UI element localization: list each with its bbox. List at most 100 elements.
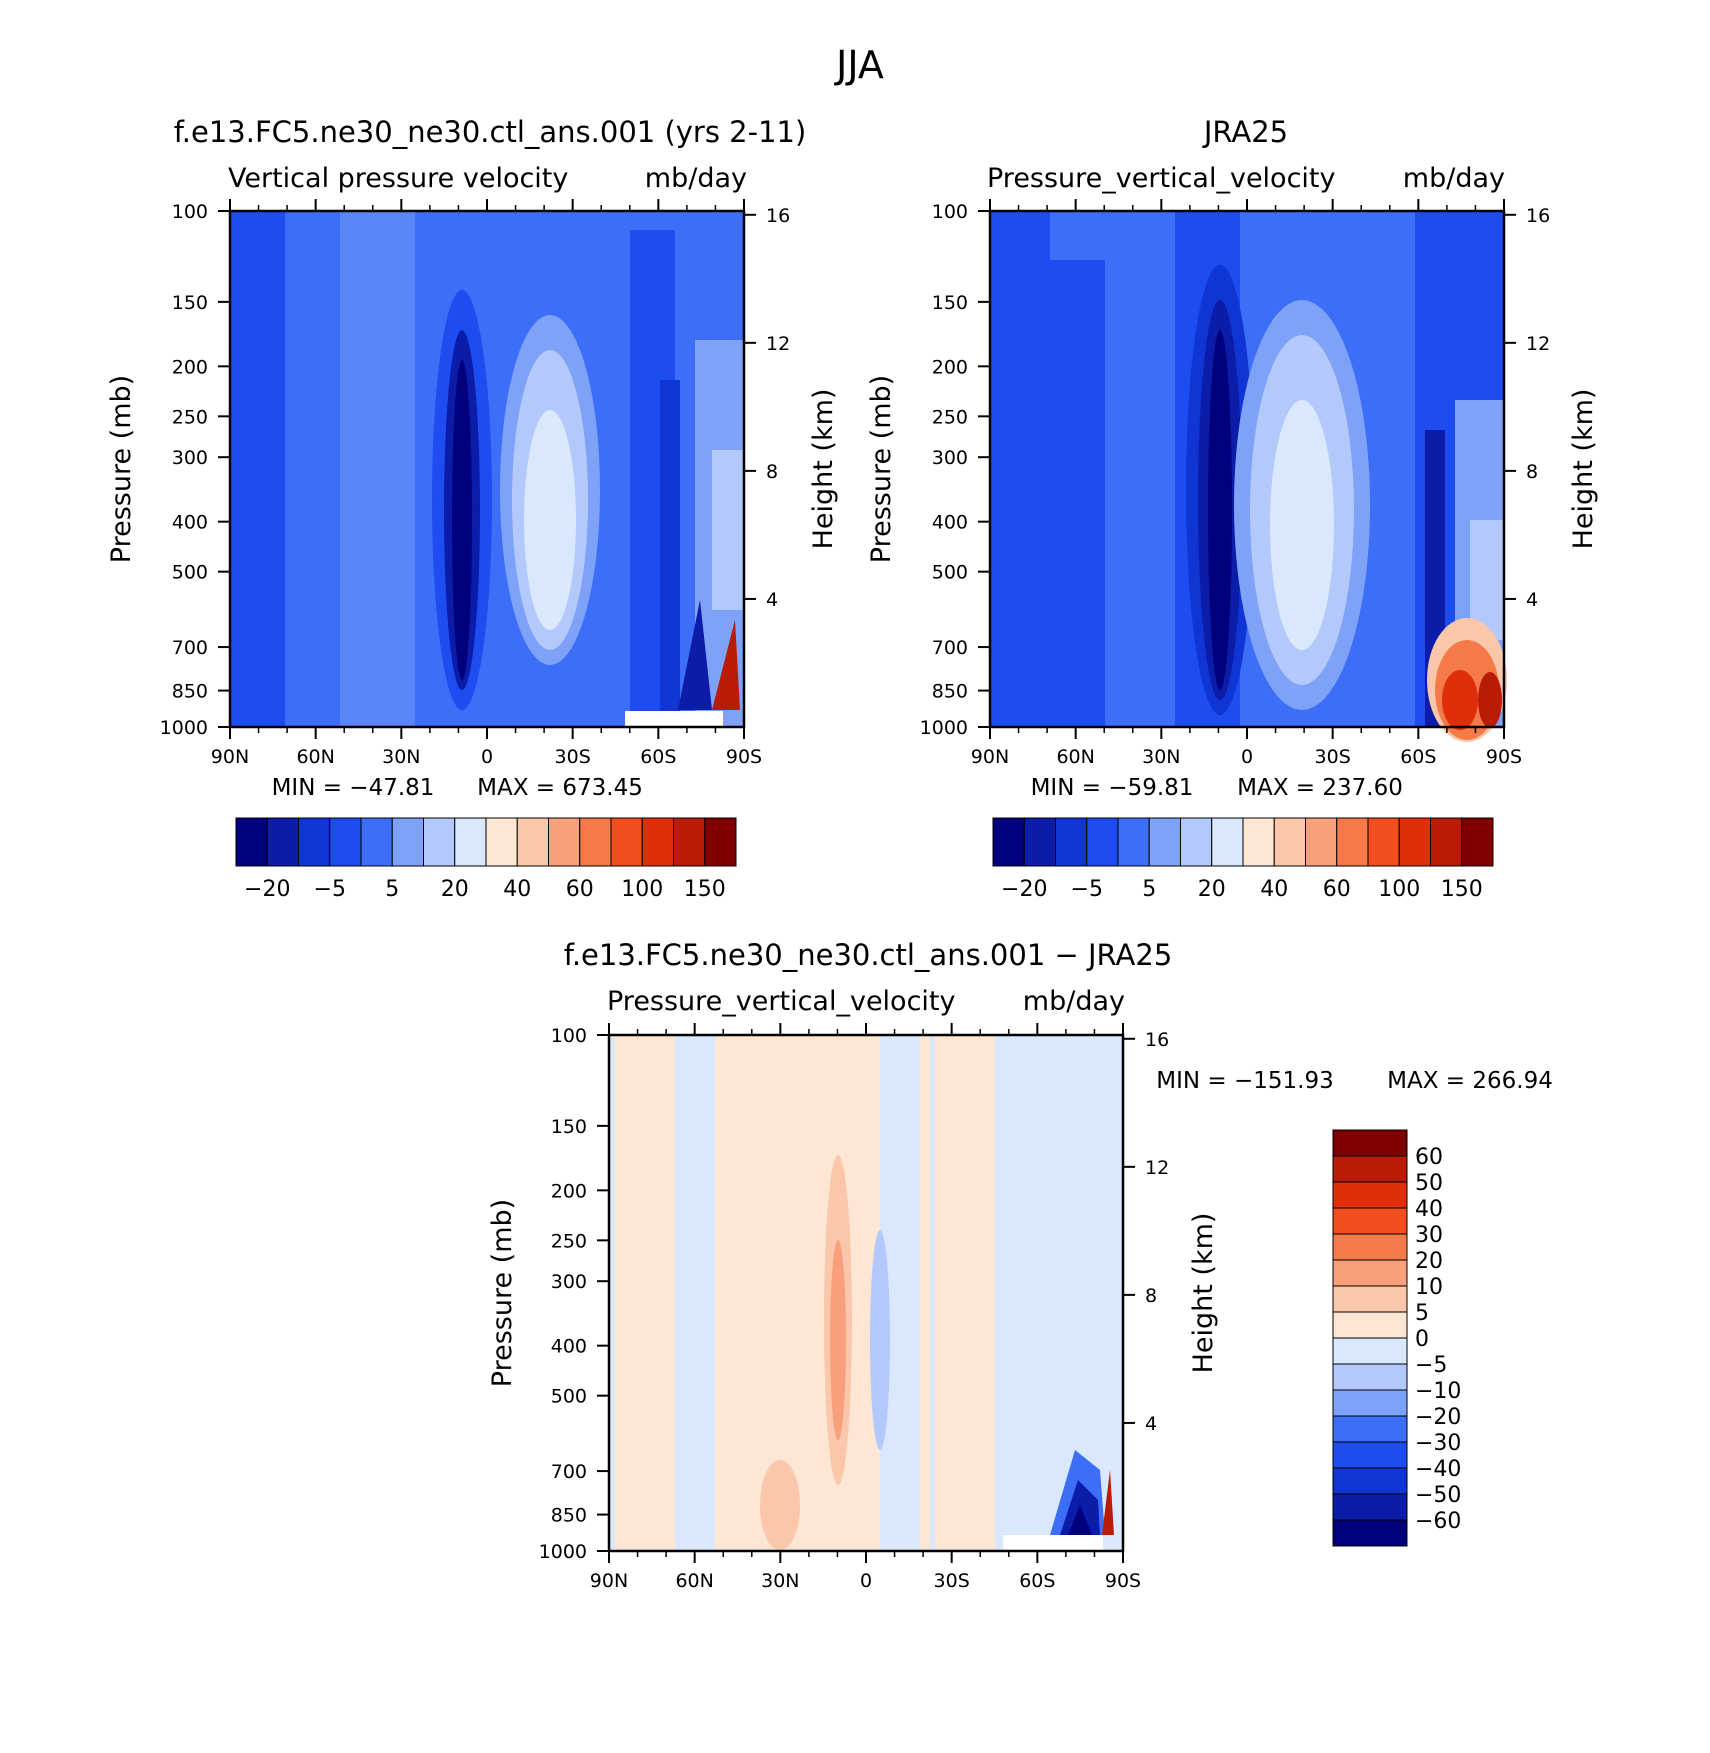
y-tick-label: 100 [172,201,208,223]
colorbar-label: 50 [1415,1171,1443,1196]
y-tick-label: 200 [551,1180,587,1202]
panel-model-axes: 90N 60N 30N 0 30S 60S 90S 100 150 200 250 300 400 500… [160,199,790,768]
colorbar-swatch [1332,1363,1408,1391]
colorbar-swatch [423,817,456,867]
panel-model-fill [230,211,285,727]
y2-tick-label: 4 [1145,1413,1157,1435]
colorbar-swatch [266,817,299,867]
x-tick-label: 60N [296,746,334,768]
colorbar-label: 150 [684,877,726,902]
panel-model-fill [678,600,712,710]
colorbar-swatch [548,817,581,867]
y-tick-label: 300 [551,1271,587,1293]
colorbar-swatch [1055,817,1088,867]
panel-model: f.e13.FC5.ne30_ne30.ctl_ans.001 (yrs 2-1… [106,115,839,902]
panel-reanalysis-y2label: Height (km) [1568,389,1599,550]
colorbar-label: 40 [1415,1197,1443,1222]
panel-model-fill [712,450,744,610]
panel-difference-fill [615,1035,675,1551]
x-tick-label: 30S [934,1570,970,1592]
colorbar-swatch [1148,817,1181,867]
colorbar-swatch [610,817,643,867]
colorbar-swatch [1086,817,1119,867]
panel-difference-variable: Pressure_vertical_velocity [607,986,956,1017]
panel-model-ylabel: Pressure (mb) [106,375,137,563]
colorbar-label: 20 [1198,877,1226,902]
panel-difference-fill [760,1460,800,1550]
panel-reanalysis-max: MAX = 237.60 [1237,775,1403,801]
y-tick-label: 700 [172,637,208,659]
colorbar-label: −5 [1071,877,1103,902]
colorbar-swatch [1332,1441,1408,1469]
x-tick-label: 0 [860,1570,872,1592]
figure-title: JJA [834,43,884,87]
colorbar-swatch [1023,817,1056,867]
y-tick-label: 1000 [160,717,208,739]
panel-reanalysis-colorbar: −20 −5 5 20 40 60 100 150 [992,817,1494,902]
colorbar-swatch [485,817,518,867]
panel-reanalysis-fill [1442,670,1478,730]
colorbar-label: 150 [1441,877,1483,902]
x-tick-label: 60N [1056,746,1094,768]
x-tick-label: 0 [1241,746,1253,768]
colorbar-swatch [1242,817,1275,867]
y-tick-label: 1000 [539,1541,587,1563]
colorbar-swatch [1332,1311,1408,1339]
x-tick-label: 90S [1105,1570,1141,1592]
panel-difference-max: MAX = 266.94 [1387,1068,1553,1094]
colorbar-swatch [1332,1493,1408,1521]
y-tick-label: 200 [172,356,208,378]
colorbar-label: −20 [1001,877,1047,902]
panel-difference-fill [935,1035,995,1551]
colorbar-swatch [1332,1259,1408,1287]
panel-reanalysis-variable: Pressure_vertical_velocity [987,163,1336,194]
panel-reanalysis-axes: 90N 60N 30N 0 30S 60S 90S 100 150 200 250 300 400 500… [920,199,1550,768]
colorbar-label: 20 [1415,1249,1443,1274]
panel-reanalysis-units: mb/day [1403,163,1505,194]
x-tick-label: 60S [1400,746,1436,768]
panel-reanalysis-fill [1270,400,1334,650]
colorbar-label: 60 [566,877,594,902]
y-tick-label: 250 [551,1230,587,1252]
colorbar-swatch [1332,1129,1408,1157]
colorbar-swatch [1332,1389,1408,1417]
y-tick-label: 1000 [920,717,968,739]
colorbar-label: 60 [1323,877,1351,902]
colorbar-label: 100 [621,877,663,902]
panel-model-fill [452,360,472,680]
colorbar-label: −20 [1415,1405,1461,1430]
colorbar-swatch [1117,817,1150,867]
colorbar-label: 40 [503,877,531,902]
colorbar-swatch [1332,1207,1408,1235]
y-tick-label: 150 [551,1116,587,1138]
y2-tick-label: 16 [766,205,790,227]
y-tick-label: 300 [932,447,968,469]
panel-difference-plot-area [607,1033,1125,1553]
x-tick-label: 30N [1142,746,1180,768]
colorbar-swatch [235,817,268,867]
colorbar-swatch [1273,817,1306,867]
y2-tick-label: 12 [1526,333,1550,355]
colorbar-swatch [1336,817,1369,867]
colorbar-label: −10 [1415,1379,1461,1404]
x-tick-label: 30S [555,746,591,768]
panel-reanalysis-fill [990,211,1050,727]
colorbar-swatch [579,817,612,867]
y-tick-label: 100 [932,201,968,223]
y2-tick-label: 16 [1526,205,1550,227]
colorbar-swatch [1332,1181,1408,1209]
colorbar-swatch [992,817,1025,867]
y-tick-label: 500 [932,562,968,584]
colorbar-label: −20 [244,877,290,902]
panel-reanalysis-fill [1478,672,1502,728]
panel-model-colorbar: −20 −5 5 20 40 60 100 150 [235,817,737,902]
y-tick-label: 850 [172,681,208,703]
y2-tick-label: 4 [1526,589,1538,611]
panel-reanalysis-plot-area [988,209,1507,742]
x-tick-label: 30N [382,746,420,768]
panel-model-min: MIN = −47.81 [272,775,435,801]
y2-tick-label: 12 [766,333,790,355]
panel-reanalysis-title: JRA25 [1202,115,1288,149]
panel-reanalysis: JRA25 Pressure_vertical_velocity mb/day [866,115,1599,902]
